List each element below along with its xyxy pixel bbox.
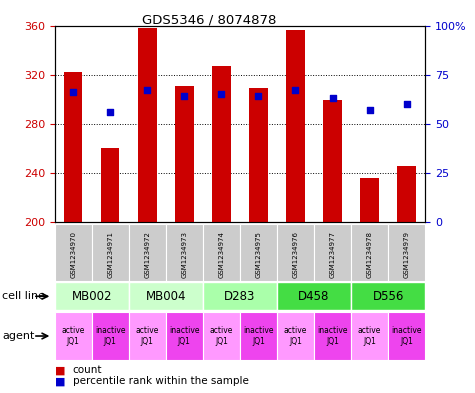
Bar xyxy=(166,312,203,360)
Text: inactive
JQ1: inactive JQ1 xyxy=(391,326,422,346)
Bar xyxy=(351,312,388,360)
Text: GSM1234974: GSM1234974 xyxy=(218,231,224,278)
Bar xyxy=(314,312,351,360)
Text: active
JQ1: active JQ1 xyxy=(284,326,307,346)
Bar xyxy=(361,178,379,222)
Point xyxy=(143,87,151,94)
Bar xyxy=(138,28,157,222)
Bar xyxy=(249,88,267,222)
Bar xyxy=(286,30,305,222)
Text: D283: D283 xyxy=(224,290,256,303)
Text: GDS5346 / 8074878: GDS5346 / 8074878 xyxy=(142,14,276,27)
Bar xyxy=(166,224,203,281)
Text: GSM1234972: GSM1234972 xyxy=(144,231,150,278)
Text: inactive
JQ1: inactive JQ1 xyxy=(169,326,200,346)
Text: GSM1234975: GSM1234975 xyxy=(256,231,261,278)
Point xyxy=(218,91,225,97)
Text: GSM1234976: GSM1234976 xyxy=(293,231,298,278)
Bar xyxy=(277,312,314,360)
Bar xyxy=(351,282,425,310)
Text: D458: D458 xyxy=(298,290,330,303)
Bar xyxy=(212,66,231,222)
Text: ■: ■ xyxy=(55,365,65,375)
Text: inactive
JQ1: inactive JQ1 xyxy=(317,326,348,346)
Bar xyxy=(388,224,425,281)
Text: inactive
JQ1: inactive JQ1 xyxy=(95,326,125,346)
Bar xyxy=(323,101,342,222)
Text: active
JQ1: active JQ1 xyxy=(135,326,159,346)
Point xyxy=(255,93,262,99)
Bar xyxy=(55,224,92,281)
Text: GSM1234978: GSM1234978 xyxy=(367,231,372,278)
Bar xyxy=(64,72,83,222)
Bar xyxy=(203,224,240,281)
Text: count: count xyxy=(73,365,102,375)
Text: MB004: MB004 xyxy=(145,290,186,303)
Bar xyxy=(277,282,351,310)
Text: GSM1234970: GSM1234970 xyxy=(70,231,76,278)
Point xyxy=(292,87,299,94)
Point xyxy=(366,107,373,113)
Text: active
JQ1: active JQ1 xyxy=(209,326,233,346)
Bar xyxy=(55,312,92,360)
Point xyxy=(106,109,114,115)
Text: GSM1234979: GSM1234979 xyxy=(404,231,409,278)
Bar xyxy=(101,148,120,222)
Bar xyxy=(277,224,314,281)
Bar xyxy=(240,224,277,281)
Bar xyxy=(388,312,425,360)
Point xyxy=(329,95,336,101)
Text: GSM1234971: GSM1234971 xyxy=(107,231,113,278)
Bar xyxy=(397,165,416,222)
Bar xyxy=(92,312,129,360)
Bar xyxy=(129,224,166,281)
Bar xyxy=(175,86,194,222)
Text: D556: D556 xyxy=(372,290,404,303)
Point xyxy=(69,89,77,95)
Text: active
JQ1: active JQ1 xyxy=(61,326,85,346)
Bar xyxy=(129,312,166,360)
Text: cell line: cell line xyxy=(2,291,46,301)
Bar xyxy=(203,282,277,310)
Text: GSM1234977: GSM1234977 xyxy=(330,231,335,278)
Bar xyxy=(240,312,277,360)
Text: agent: agent xyxy=(2,331,35,341)
Text: ■: ■ xyxy=(55,376,65,386)
Bar xyxy=(129,282,203,310)
Bar xyxy=(351,224,388,281)
Bar xyxy=(203,312,240,360)
Text: inactive
JQ1: inactive JQ1 xyxy=(243,326,274,346)
Text: percentile rank within the sample: percentile rank within the sample xyxy=(73,376,248,386)
Bar xyxy=(55,282,129,310)
Point xyxy=(403,101,410,107)
Bar xyxy=(314,224,351,281)
Text: GSM1234973: GSM1234973 xyxy=(181,231,187,278)
Bar xyxy=(92,224,129,281)
Point xyxy=(180,93,188,99)
Text: MB002: MB002 xyxy=(71,290,112,303)
Text: active
JQ1: active JQ1 xyxy=(358,326,381,346)
